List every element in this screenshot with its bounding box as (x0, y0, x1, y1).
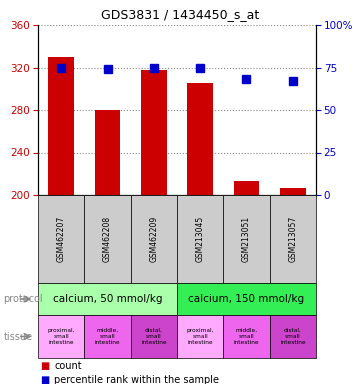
Bar (95, 110, 120, 195)
Text: GSM462207: GSM462207 (57, 216, 66, 262)
Text: count: count (54, 361, 82, 371)
Text: GSM462209: GSM462209 (149, 216, 158, 262)
Text: proximal,
small
intestine: proximal, small intestine (47, 328, 75, 345)
Bar (187, 83, 213, 195)
Bar (280, 187, 305, 195)
Text: percentile rank within the sample: percentile rank within the sample (54, 375, 219, 384)
Text: distal,
small
intestine: distal, small intestine (141, 328, 167, 345)
Text: GSM462208: GSM462208 (103, 216, 112, 262)
Bar (234, 181, 259, 195)
Text: calcium, 50 mmol/kg: calcium, 50 mmol/kg (53, 294, 162, 304)
Text: GSM213045: GSM213045 (196, 216, 205, 262)
Text: ■: ■ (40, 361, 49, 371)
Text: calcium, 150 mmol/kg: calcium, 150 mmol/kg (188, 294, 305, 304)
Text: GDS3831 / 1434450_s_at: GDS3831 / 1434450_s_at (101, 8, 260, 21)
Bar (141, 70, 166, 195)
Text: protocol: protocol (4, 294, 43, 304)
Text: proximal,
small
intestine: proximal, small intestine (186, 328, 214, 345)
Bar (48, 57, 74, 195)
Text: GSM213051: GSM213051 (242, 216, 251, 262)
Text: middle,
small
intestine: middle, small intestine (95, 328, 120, 345)
Text: GSM213057: GSM213057 (288, 216, 297, 262)
Text: ■: ■ (40, 375, 49, 384)
Text: tissue: tissue (4, 331, 33, 341)
Text: middle,
small
intestine: middle, small intestine (234, 328, 259, 345)
Text: distal,
small
intestine: distal, small intestine (280, 328, 306, 345)
